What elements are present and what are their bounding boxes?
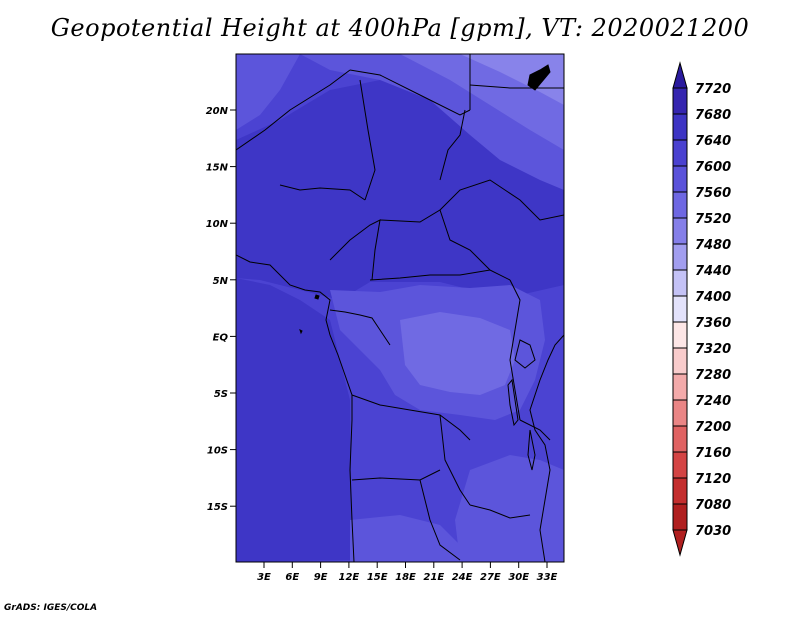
field-band-7640-west [236,278,352,562]
colorbar-label: 7120 [695,472,731,487]
border-chad-car [379,209,491,271]
lat-tick-label: 10S [207,446,228,457]
lon-tick-label: 6E [285,572,299,583]
colorbar-label: 7080 [695,498,731,513]
colorbar-segment [672,451,688,479]
colorbar-segment [672,425,688,453]
colorbar-segment [672,503,688,531]
lat-tick-label: 10N [206,219,229,230]
colorbar-segment [672,347,688,375]
lon-tick-label: 15E [367,572,388,583]
colorbar-label: 7360 [695,316,731,331]
colorbar-label: 7440 [695,264,731,279]
map-area [236,54,564,562]
field-band-7520-eq [400,312,515,395]
lon-tick-label: 3E [257,572,271,583]
border-algeria-mali [349,69,471,116]
border-drc-angola [351,394,471,441]
colorbar-label: 7720 [695,82,731,97]
lat-tick-label: 5S [214,389,228,400]
lat-tick-label: 5N [213,276,229,287]
colorbar-segment [672,191,688,219]
colorbar-label: 7030 [695,524,731,539]
border-sudan-south [439,179,564,221]
colorbar-label: 7160 [695,446,731,461]
lon-tick-label: 30E [508,572,529,583]
lon-tick-label: 9E [314,572,328,583]
lon-tick-label: 27E [480,572,501,583]
colorbar-label: 7400 [695,290,731,305]
colorbar-label: 7520 [695,212,731,227]
lat-tick-label: 20N [206,106,229,117]
plot-title: Geopotential Height at 400hPa [gpm], VT:… [50,14,750,42]
lake-malawi [527,429,536,471]
colorbar-segment [672,399,688,427]
lat-tick-label: 15N [206,163,229,174]
colorbar-segment [672,217,688,245]
field-band-7480-ne [460,54,564,105]
colorbar-top-arrow [672,61,688,89]
grads-credit: GrADS: IGES/COLA [4,603,98,613]
colorbar-label: 7560 [695,186,731,201]
longitude-axis: 3E 6E 9E 12E 15E 18E 21E 24E 27E 30E 33E [257,562,558,583]
colorbar-segment [672,87,688,115]
border-libya-sudan [469,84,564,89]
border-cameroon [329,219,381,281]
border-car-drc [369,269,511,281]
colorbar-label: 7680 [695,108,731,123]
border-mauritania-mali [236,69,351,151]
colorbar-label: 7240 [695,394,731,409]
border-botswana [419,479,461,561]
colorbar-segment [672,139,688,167]
lon-tick-label: 12E [339,572,360,583]
border-gabon-congo [329,309,391,346]
border-mali-niger [359,79,376,201]
colorbar-segment [672,165,688,193]
lake-tanganyika [507,378,519,427]
colorbar-label: 7480 [695,238,731,253]
colorbar-segment [672,113,688,141]
field-band-7560-nw [236,54,300,130]
border-chad-east [439,109,466,181]
colorbar-label: 7320 [695,342,731,357]
border-niger-nigeria [279,184,366,201]
coastline-west-africa [236,254,355,562]
colorbar-label: 7640 [695,134,731,149]
colorbar-label: 7600 [695,160,731,175]
lon-tick-label: 21E [423,572,444,583]
colorbar-segment [672,373,688,401]
colorbar-bottom-arrow [672,529,688,557]
field-band-7560-se [455,455,564,562]
border-drc-east [509,279,521,421]
border-tanzania [519,419,551,441]
colorbar-segment [672,295,688,323]
latitude-axis: 20N 15N 10N 5N EQ 5S 10S 15S [206,106,236,513]
lon-tick-label: 18E [395,572,416,583]
sinai-peninsula [527,64,551,91]
colorbar-segment [672,477,688,505]
lat-tick-label: EQ [213,332,229,343]
lon-tick-label: 33E [537,572,558,583]
colorbar-segment [672,243,688,271]
colorbar-segment [672,269,688,297]
lake-victoria [514,339,536,369]
map-frame [235,53,565,563]
border-angola-zambia [439,414,471,506]
colorbar-segment [672,321,688,349]
border-namibia [351,469,441,481]
coastline-east-africa [529,334,564,562]
islands [299,64,551,335]
colorbar-label: 7200 [695,420,731,435]
colorbar-label: 7280 [695,368,731,383]
lat-tick-label: 15S [207,502,228,513]
bioko-island [314,294,320,300]
lon-tick-label: 24E [452,572,473,583]
sao-tome-island [299,329,303,335]
border-zambia-zimbabwe [469,504,531,519]
country-borders [236,54,564,562]
colorbar: 7720 7680 7640 7600 7560 7520 7480 7440 7400 7360… [672,61,731,557]
